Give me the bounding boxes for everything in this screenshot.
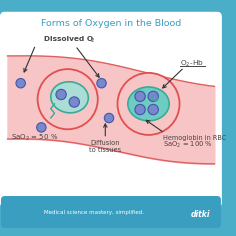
Text: Hemoglobin in RBC: Hemoglobin in RBC — [163, 135, 226, 141]
Ellipse shape — [128, 87, 169, 121]
Circle shape — [135, 104, 145, 115]
Text: O$_2$-Hb: O$_2$-Hb — [181, 58, 204, 69]
Text: Diffusion: Diffusion — [91, 140, 120, 146]
Circle shape — [16, 79, 25, 88]
Text: to tissues: to tissues — [89, 147, 121, 153]
FancyBboxPatch shape — [0, 12, 222, 207]
Ellipse shape — [51, 82, 88, 113]
Text: SaO$_2$ = 50 %: SaO$_2$ = 50 % — [11, 133, 59, 143]
Circle shape — [118, 73, 180, 135]
Circle shape — [69, 97, 80, 107]
Text: Medical science mastery, simplified.: Medical science mastery, simplified. — [44, 211, 144, 215]
Text: SaO$_2$ = 100 %: SaO$_2$ = 100 % — [163, 140, 213, 150]
Circle shape — [37, 123, 46, 132]
Circle shape — [38, 69, 98, 129]
FancyBboxPatch shape — [1, 196, 221, 228]
Circle shape — [148, 91, 158, 101]
Circle shape — [135, 91, 145, 101]
Circle shape — [148, 104, 158, 115]
Text: $_2$: $_2$ — [90, 37, 95, 45]
Circle shape — [56, 89, 66, 100]
Text: Forms of Oxygen in the Blood: Forms of Oxygen in the Blood — [41, 20, 181, 29]
Circle shape — [97, 79, 106, 88]
Text: Dissolved O: Dissolved O — [44, 36, 93, 42]
Circle shape — [104, 113, 114, 123]
Text: ditki: ditki — [190, 210, 210, 219]
